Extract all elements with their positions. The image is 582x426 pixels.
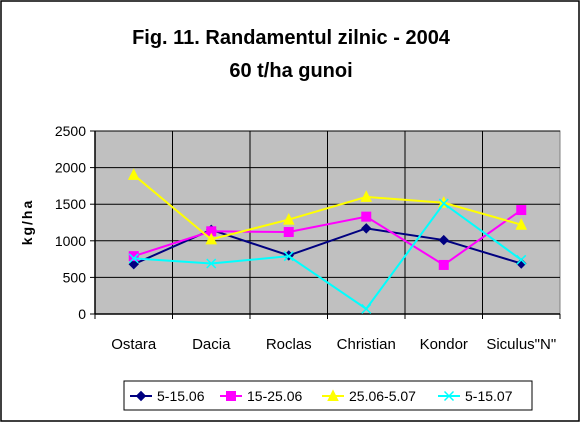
legend-marker [135, 390, 147, 402]
legend-marker [443, 390, 455, 402]
legend-label: 5-15.07 [465, 388, 513, 404]
series-line [133, 209, 522, 267]
data-point [360, 190, 373, 202]
series-line [133, 202, 522, 311]
y-tick-label: 500 [63, 269, 87, 285]
series-line [133, 174, 522, 241]
legend: 5-15.06 15-25.06 25.06-5.07 5-15.07 [130, 388, 513, 404]
chart-title: Fig. 11. Randamentul zilnic - 2004 [132, 27, 451, 49]
data-point [515, 218, 528, 230]
data-point [283, 227, 294, 238]
legend-label: 5-15.06 [157, 388, 205, 404]
legend-label: 15-25.06 [247, 388, 302, 404]
legend-marker [327, 389, 339, 401]
legend-item: 15-25.06 [220, 388, 302, 404]
data-point [361, 303, 372, 314]
x-tick-label: Dacia [192, 336, 231, 353]
y-tick-label: 2000 [55, 160, 86, 176]
x-tick-label: Ostara [111, 336, 157, 353]
y-tick-label: 2500 [55, 123, 86, 139]
y-axis-label: kg/ha [19, 199, 35, 246]
data-point [128, 251, 139, 262]
chart-subtitle: 60 t/ha gunoi [229, 60, 352, 82]
legend-label: 25.06-5.07 [349, 388, 416, 404]
y-tick-label: 1500 [55, 196, 86, 212]
data-point [438, 198, 449, 209]
data-point [128, 259, 139, 270]
data-point [206, 258, 217, 269]
data-point [128, 253, 139, 264]
data-point [516, 205, 527, 216]
data-point [438, 234, 449, 246]
legend-item: 25.06-5.07 [322, 388, 416, 404]
x-tick-label: Roclas [266, 336, 312, 353]
legend-item: 5-15.07 [438, 388, 513, 404]
y-tick-label: 0 [78, 306, 86, 322]
data-point [361, 223, 372, 234]
x-tick-label: Kondor [420, 336, 468, 353]
data-point [282, 212, 295, 225]
series-4 [128, 198, 527, 314]
data-point [361, 211, 372, 222]
legend-marker [226, 391, 236, 401]
data-point [205, 232, 218, 245]
series-layer [127, 168, 528, 314]
x-tick-label: Christian [337, 336, 396, 353]
data-point [516, 254, 527, 265]
data-point [127, 168, 140, 180]
axis-layer: 0 500 1000 1500 2000 2500 Ostara Dacia Roclas Chr… [55, 123, 561, 353]
series-3 [127, 168, 528, 245]
legend-item: 5-15.06 [130, 388, 205, 404]
data-point [283, 251, 294, 262]
data-point [438, 259, 449, 270]
y-tick-label: 1000 [55, 233, 86, 249]
x-tick-label: Siculus"N" [486, 336, 556, 353]
